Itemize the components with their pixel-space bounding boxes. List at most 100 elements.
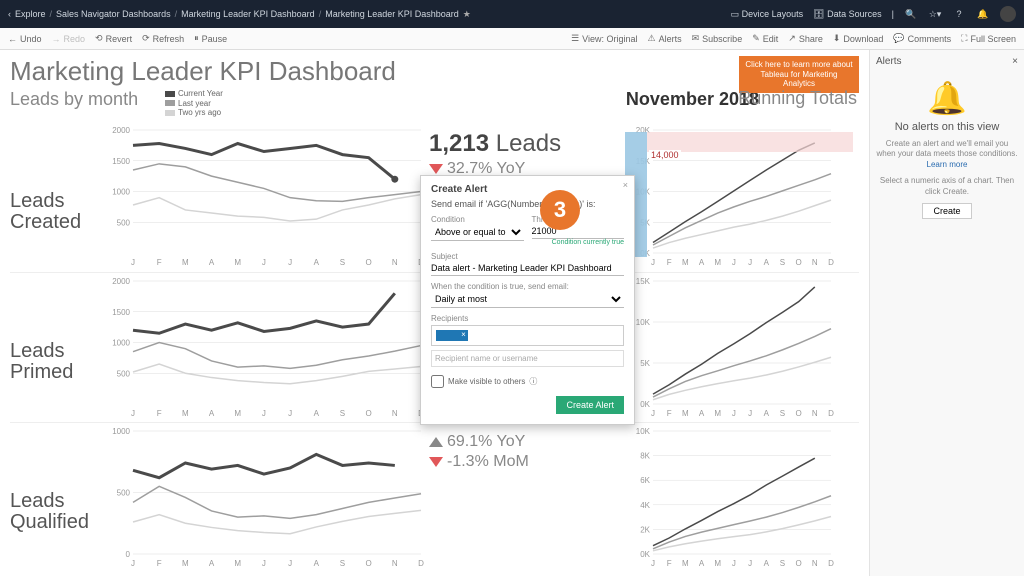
- svg-text:J: J: [748, 258, 752, 267]
- svg-text:N: N: [812, 409, 818, 418]
- svg-text:A: A: [764, 559, 770, 568]
- avatar[interactable]: [1000, 6, 1016, 22]
- running-chart[interactable]: 0K5K10K15KJFMAMJJASOND: [625, 273, 859, 422]
- down-arrow-icon: [429, 457, 443, 467]
- download-button[interactable]: ⬇ Download: [833, 33, 884, 44]
- legend-swatch-last: [165, 100, 175, 106]
- favorite-star-icon[interactable]: ★: [463, 9, 471, 20]
- svg-text:0K: 0K: [640, 400, 650, 409]
- svg-text:S: S: [340, 559, 345, 568]
- svg-text:J: J: [288, 409, 292, 418]
- edit-button[interactable]: ✎ Edit: [752, 33, 778, 44]
- recipient-chip[interactable]: [436, 330, 468, 341]
- condition-select[interactable]: Above or equal to: [431, 224, 524, 241]
- svg-text:A: A: [209, 258, 215, 267]
- fullscreen-button[interactable]: ⛶ Full Screen: [961, 33, 1016, 44]
- svg-text:J: J: [651, 409, 655, 418]
- svg-text:O: O: [366, 409, 372, 418]
- svg-text:A: A: [314, 258, 320, 267]
- svg-text:J: J: [288, 559, 292, 568]
- svg-text:M: M: [682, 258, 689, 267]
- svg-text:S: S: [780, 559, 785, 568]
- alerts-button[interactable]: ⚠ Alerts: [648, 33, 682, 44]
- svg-text:S: S: [780, 409, 785, 418]
- search-icon[interactable]: 🔍: [904, 7, 918, 21]
- svg-text:O: O: [796, 409, 802, 418]
- undo-button[interactable]: ← Undo: [8, 33, 42, 44]
- recipients-label: Recipients: [431, 314, 624, 323]
- recipients-box[interactable]: [431, 325, 624, 346]
- close-icon[interactable]: ×: [623, 180, 628, 190]
- subject-input[interactable]: [431, 261, 624, 276]
- line-chart[interactable]: 0K5K10K15KJFMAMJJASOND: [625, 273, 835, 418]
- redo-button[interactable]: → Redo: [52, 33, 86, 44]
- metric-row: Leads Qualified05001000JFMAMJJASOND69.1%…: [10, 422, 859, 572]
- comments-button[interactable]: 💬 Comments: [893, 33, 951, 44]
- svg-text:D: D: [828, 409, 834, 418]
- crumb-explore[interactable]: Explore: [15, 9, 46, 19]
- line-chart[interactable]: 0K2K4K6K8K10KJFMAMJJASOND: [625, 423, 835, 568]
- svg-text:O: O: [796, 258, 802, 267]
- favorites-icon[interactable]: ☆▾: [928, 7, 942, 21]
- monthly-chart[interactable]: 500100015002000JFMAMJJASOND: [105, 122, 425, 272]
- data-sources-button[interactable]: 🗄 Data Sources: [813, 9, 881, 20]
- line-chart[interactable]: 05001000JFMAMJJASOND: [105, 423, 425, 568]
- create-alert-button[interactable]: Create Alert: [556, 396, 624, 414]
- monthly-chart[interactable]: 05001000JFMAMJJASOND: [105, 423, 425, 572]
- svg-text:F: F: [157, 409, 162, 418]
- revert-button[interactable]: ⟲ Revert: [95, 33, 132, 44]
- running-chart[interactable]: 14,0000K5K10K15K20KJFMAMJJASOND: [625, 122, 859, 272]
- notifications-icon[interactable]: 🔔: [976, 7, 990, 21]
- svg-text:N: N: [812, 559, 818, 568]
- svg-text:D: D: [828, 559, 834, 568]
- subject-label: Subject: [431, 252, 624, 261]
- crumb-dash[interactable]: Marketing Leader KPI Dashboard: [325, 9, 459, 19]
- svg-text:J: J: [748, 409, 752, 418]
- legend: Current Year Last year Two yrs ago: [165, 89, 223, 118]
- recipients-placeholder[interactable]: Recipient name or username: [431, 350, 624, 367]
- svg-text:4K: 4K: [640, 501, 650, 510]
- svg-text:1500: 1500: [112, 157, 130, 166]
- panel-title: Alerts: [876, 56, 902, 67]
- svg-text:S: S: [780, 258, 785, 267]
- learn-more-link[interactable]: Learn more: [927, 160, 968, 169]
- svg-text:J: J: [732, 258, 736, 267]
- panel-create-button[interactable]: Create: [922, 203, 971, 219]
- svg-text:N: N: [392, 559, 398, 568]
- monthly-chart[interactable]: 500100015002000JFMAMJJASOND: [105, 273, 425, 422]
- bell-icon: 🔔: [876, 79, 1018, 117]
- visible-checkbox[interactable]: Make visible to others ⓘ: [431, 375, 624, 388]
- back-icon[interactable]: ‹: [8, 9, 11, 19]
- line-chart[interactable]: 500100015002000JFMAMJJASOND: [105, 122, 425, 267]
- svg-text:F: F: [157, 559, 162, 568]
- svg-text:J: J: [748, 559, 752, 568]
- metric-label: Leads Qualified: [10, 423, 105, 572]
- svg-text:1000: 1000: [112, 338, 130, 347]
- view-original-button[interactable]: ☰ View: Original: [571, 33, 637, 44]
- svg-text:J: J: [262, 559, 266, 568]
- pause-button[interactable]: ⏸ Pause: [194, 33, 227, 44]
- help-icon[interactable]: ?: [952, 7, 966, 21]
- frequency-select[interactable]: Daily at most: [431, 291, 624, 308]
- close-panel-icon[interactable]: ×: [1012, 56, 1018, 67]
- svg-text:10K: 10K: [636, 427, 651, 436]
- running-chart[interactable]: 0K2K4K6K8K10KJFMAMJJASOND: [625, 423, 859, 572]
- refresh-button[interactable]: ⟳ Refresh: [142, 33, 184, 44]
- svg-text:M: M: [714, 559, 721, 568]
- down-arrow-icon: [429, 164, 443, 174]
- svg-text:J: J: [131, 559, 135, 568]
- share-button[interactable]: ↗ Share: [788, 33, 823, 44]
- crumb-sales-nav[interactable]: Sales Navigator Dashboards: [56, 9, 171, 19]
- panel-desc-2: Select a numeric axis of a chart. Then c…: [876, 176, 1018, 197]
- info-icon[interactable]: ⓘ: [529, 376, 537, 387]
- threshold-input[interactable]: [532, 224, 625, 239]
- subscribe-button[interactable]: ✉ Subscribe: [692, 33, 743, 44]
- device-layouts-button[interactable]: ▭ Device Layouts: [731, 9, 804, 20]
- svg-text:J: J: [131, 258, 135, 267]
- crumb-dash-folder[interactable]: Marketing Leader KPI Dashboard: [181, 9, 315, 19]
- line-chart[interactable]: 500100015002000JFMAMJJASOND: [105, 273, 425, 418]
- svg-text:N: N: [392, 258, 398, 267]
- view-toolbar: ← Undo → Redo ⟲ Revert ⟳ Refresh ⏸ Pause…: [0, 28, 1024, 50]
- svg-text:0K: 0K: [640, 550, 650, 559]
- svg-text:A: A: [764, 409, 770, 418]
